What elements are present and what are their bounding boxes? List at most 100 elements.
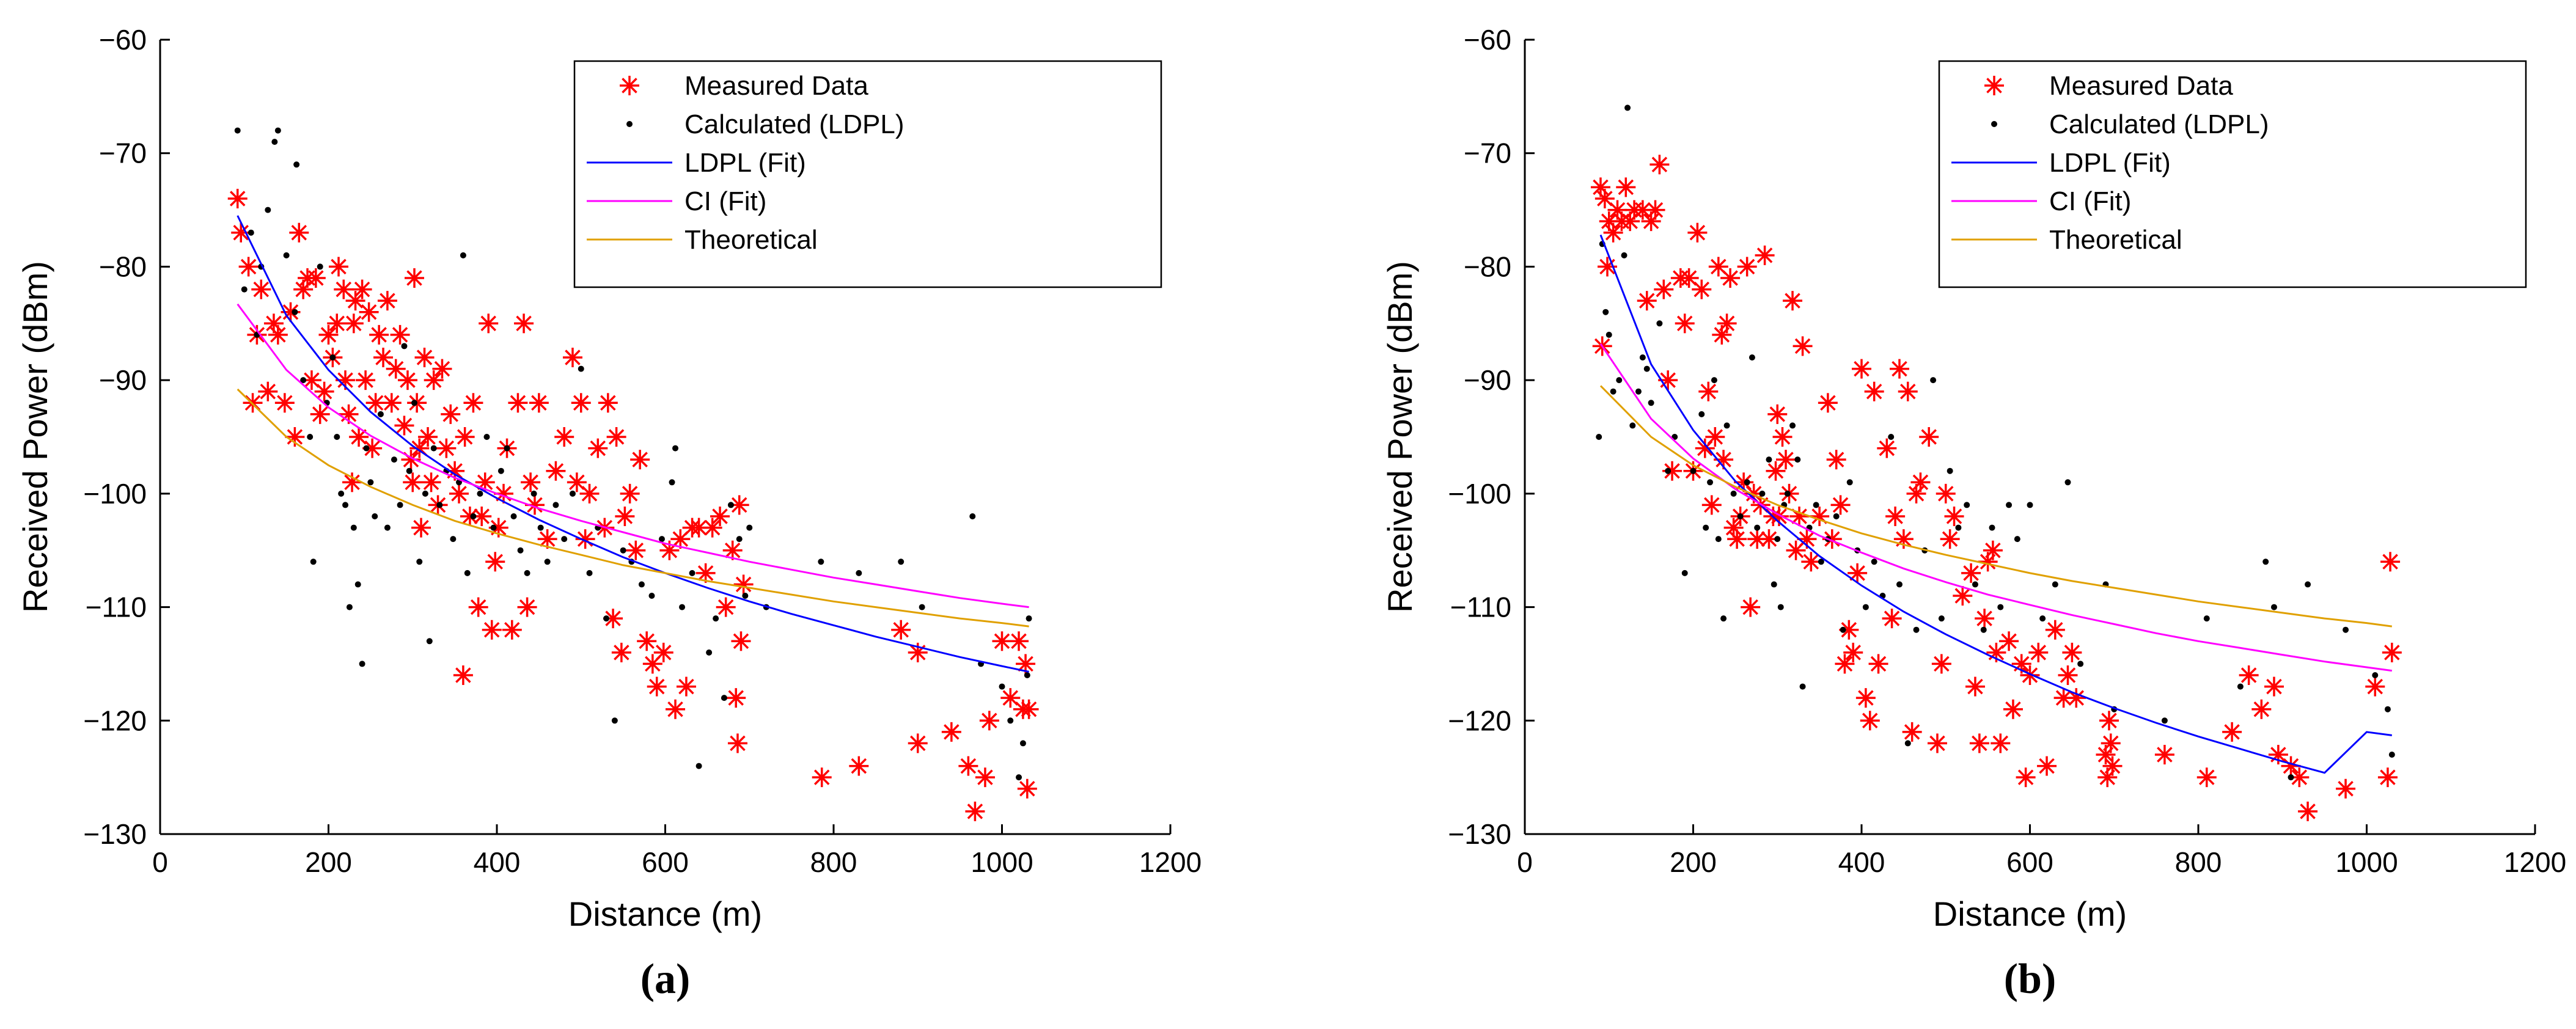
calculated-point: [1833, 513, 1840, 519]
measured-point: [965, 801, 985, 821]
measured-point: [390, 324, 410, 345]
calculated-point: [1016, 774, 1022, 781]
calculated-point: [695, 763, 702, 769]
calculated-point: [537, 524, 544, 531]
measured-point: [1877, 438, 1897, 458]
measured-point: [1649, 155, 1670, 175]
measured-point: [1927, 733, 1947, 753]
calculated-point: [689, 569, 695, 576]
measured-point: [268, 324, 288, 345]
measured-point: [373, 348, 394, 367]
calculated-point: [384, 524, 391, 531]
legend-label: LDPL (Fit): [684, 148, 806, 178]
measured-point: [626, 540, 646, 560]
calculated-point: [856, 569, 862, 576]
calculated-point: [1703, 524, 1709, 531]
measured-point: [1999, 631, 2019, 651]
calculated-point: [638, 581, 645, 588]
calculated-point: [1639, 354, 1646, 361]
y-tick-label: −130: [83, 818, 147, 850]
measured-point: [482, 620, 502, 640]
measured-point: [637, 631, 657, 651]
calculated-point: [2006, 502, 2013, 508]
y-tick-label: −100: [83, 478, 147, 510]
measured-point: [1919, 427, 1939, 447]
calculated-point: [2288, 774, 2294, 781]
calculated-point: [746, 524, 753, 531]
calculated-point: [2305, 581, 2311, 588]
measured-point: [537, 529, 557, 549]
measured-point: [2102, 756, 2123, 776]
series-line-theoretical: [1599, 385, 2392, 628]
measured-point: [1969, 733, 1989, 753]
measured-point: [1692, 279, 1712, 299]
calculated-point: [292, 309, 298, 315]
measured-point: [1679, 268, 1699, 288]
measured-point: [1868, 654, 1888, 674]
x-tick-label: 0: [1517, 846, 1533, 878]
measured-point: [2239, 665, 2259, 685]
calculated-point: [569, 490, 576, 497]
calculated-point: [1799, 683, 1806, 690]
measured-point: [1801, 552, 1821, 572]
measured-point: [562, 348, 582, 367]
measured-point: [342, 472, 362, 493]
legend-label: Theoretical: [2049, 225, 2182, 255]
measured-point: [436, 438, 457, 458]
calculated-point: [2039, 615, 2046, 622]
calculated-point: [2262, 558, 2269, 565]
measured-point: [517, 597, 537, 617]
calculated-point: [1913, 626, 1920, 633]
measured-point: [1818, 393, 1838, 413]
measured-point: [258, 381, 278, 401]
calculated-point: [1989, 524, 1995, 531]
calculated-point: [1938, 615, 1945, 622]
calculated-point: [1629, 422, 1636, 429]
measured-point: [1830, 495, 1851, 515]
y-tick-label: −80: [1464, 251, 1511, 282]
calculated-point: [2203, 615, 2210, 622]
measured-point: [710, 507, 730, 526]
calculated-point: [354, 581, 361, 588]
measured-point: [1936, 483, 1956, 504]
x-tick-label: 1200: [1139, 846, 1202, 878]
measured-point: [1852, 359, 1871, 379]
measured-point: [432, 359, 452, 379]
measured-point: [1009, 631, 1029, 651]
measured-point: [2196, 767, 2217, 788]
measured-point: [231, 222, 251, 243]
measured-point: [1885, 507, 1906, 526]
measured-point: [289, 222, 309, 243]
measured-point: [349, 427, 369, 447]
calculated-point: [397, 502, 403, 508]
calculated-point: [1730, 490, 1737, 497]
measured-point: [2289, 767, 2310, 788]
measured-point: [891, 620, 911, 640]
calculated-point: [552, 502, 559, 508]
measured-point: [716, 597, 736, 617]
calculated-point: [1621, 252, 1627, 258]
calculated-point: [1656, 320, 1663, 327]
measured-point: [394, 416, 414, 436]
calculated-point: [350, 524, 357, 531]
calculated-point: [669, 479, 675, 486]
calculated-point: [1024, 672, 1030, 678]
measured-point: [514, 313, 534, 334]
measured-point: [377, 291, 397, 311]
calculated-point: [497, 467, 504, 474]
calculated-point: [293, 161, 300, 168]
measured-point: [1000, 688, 1021, 708]
calculated-point: [310, 558, 317, 565]
calculated-point: [1771, 581, 1777, 588]
measured-point: [567, 472, 587, 493]
calculated-point: [1026, 615, 1032, 622]
measured-point: [1594, 189, 1615, 208]
calculated-point: [706, 649, 713, 656]
calculated-point: [2014, 536, 2020, 543]
series-line-ci-fit: [1599, 343, 2393, 672]
measured-point: [1603, 222, 1623, 243]
calculated-point: [736, 536, 743, 543]
calculated-point: [620, 547, 626, 554]
measured-point: [588, 438, 608, 458]
